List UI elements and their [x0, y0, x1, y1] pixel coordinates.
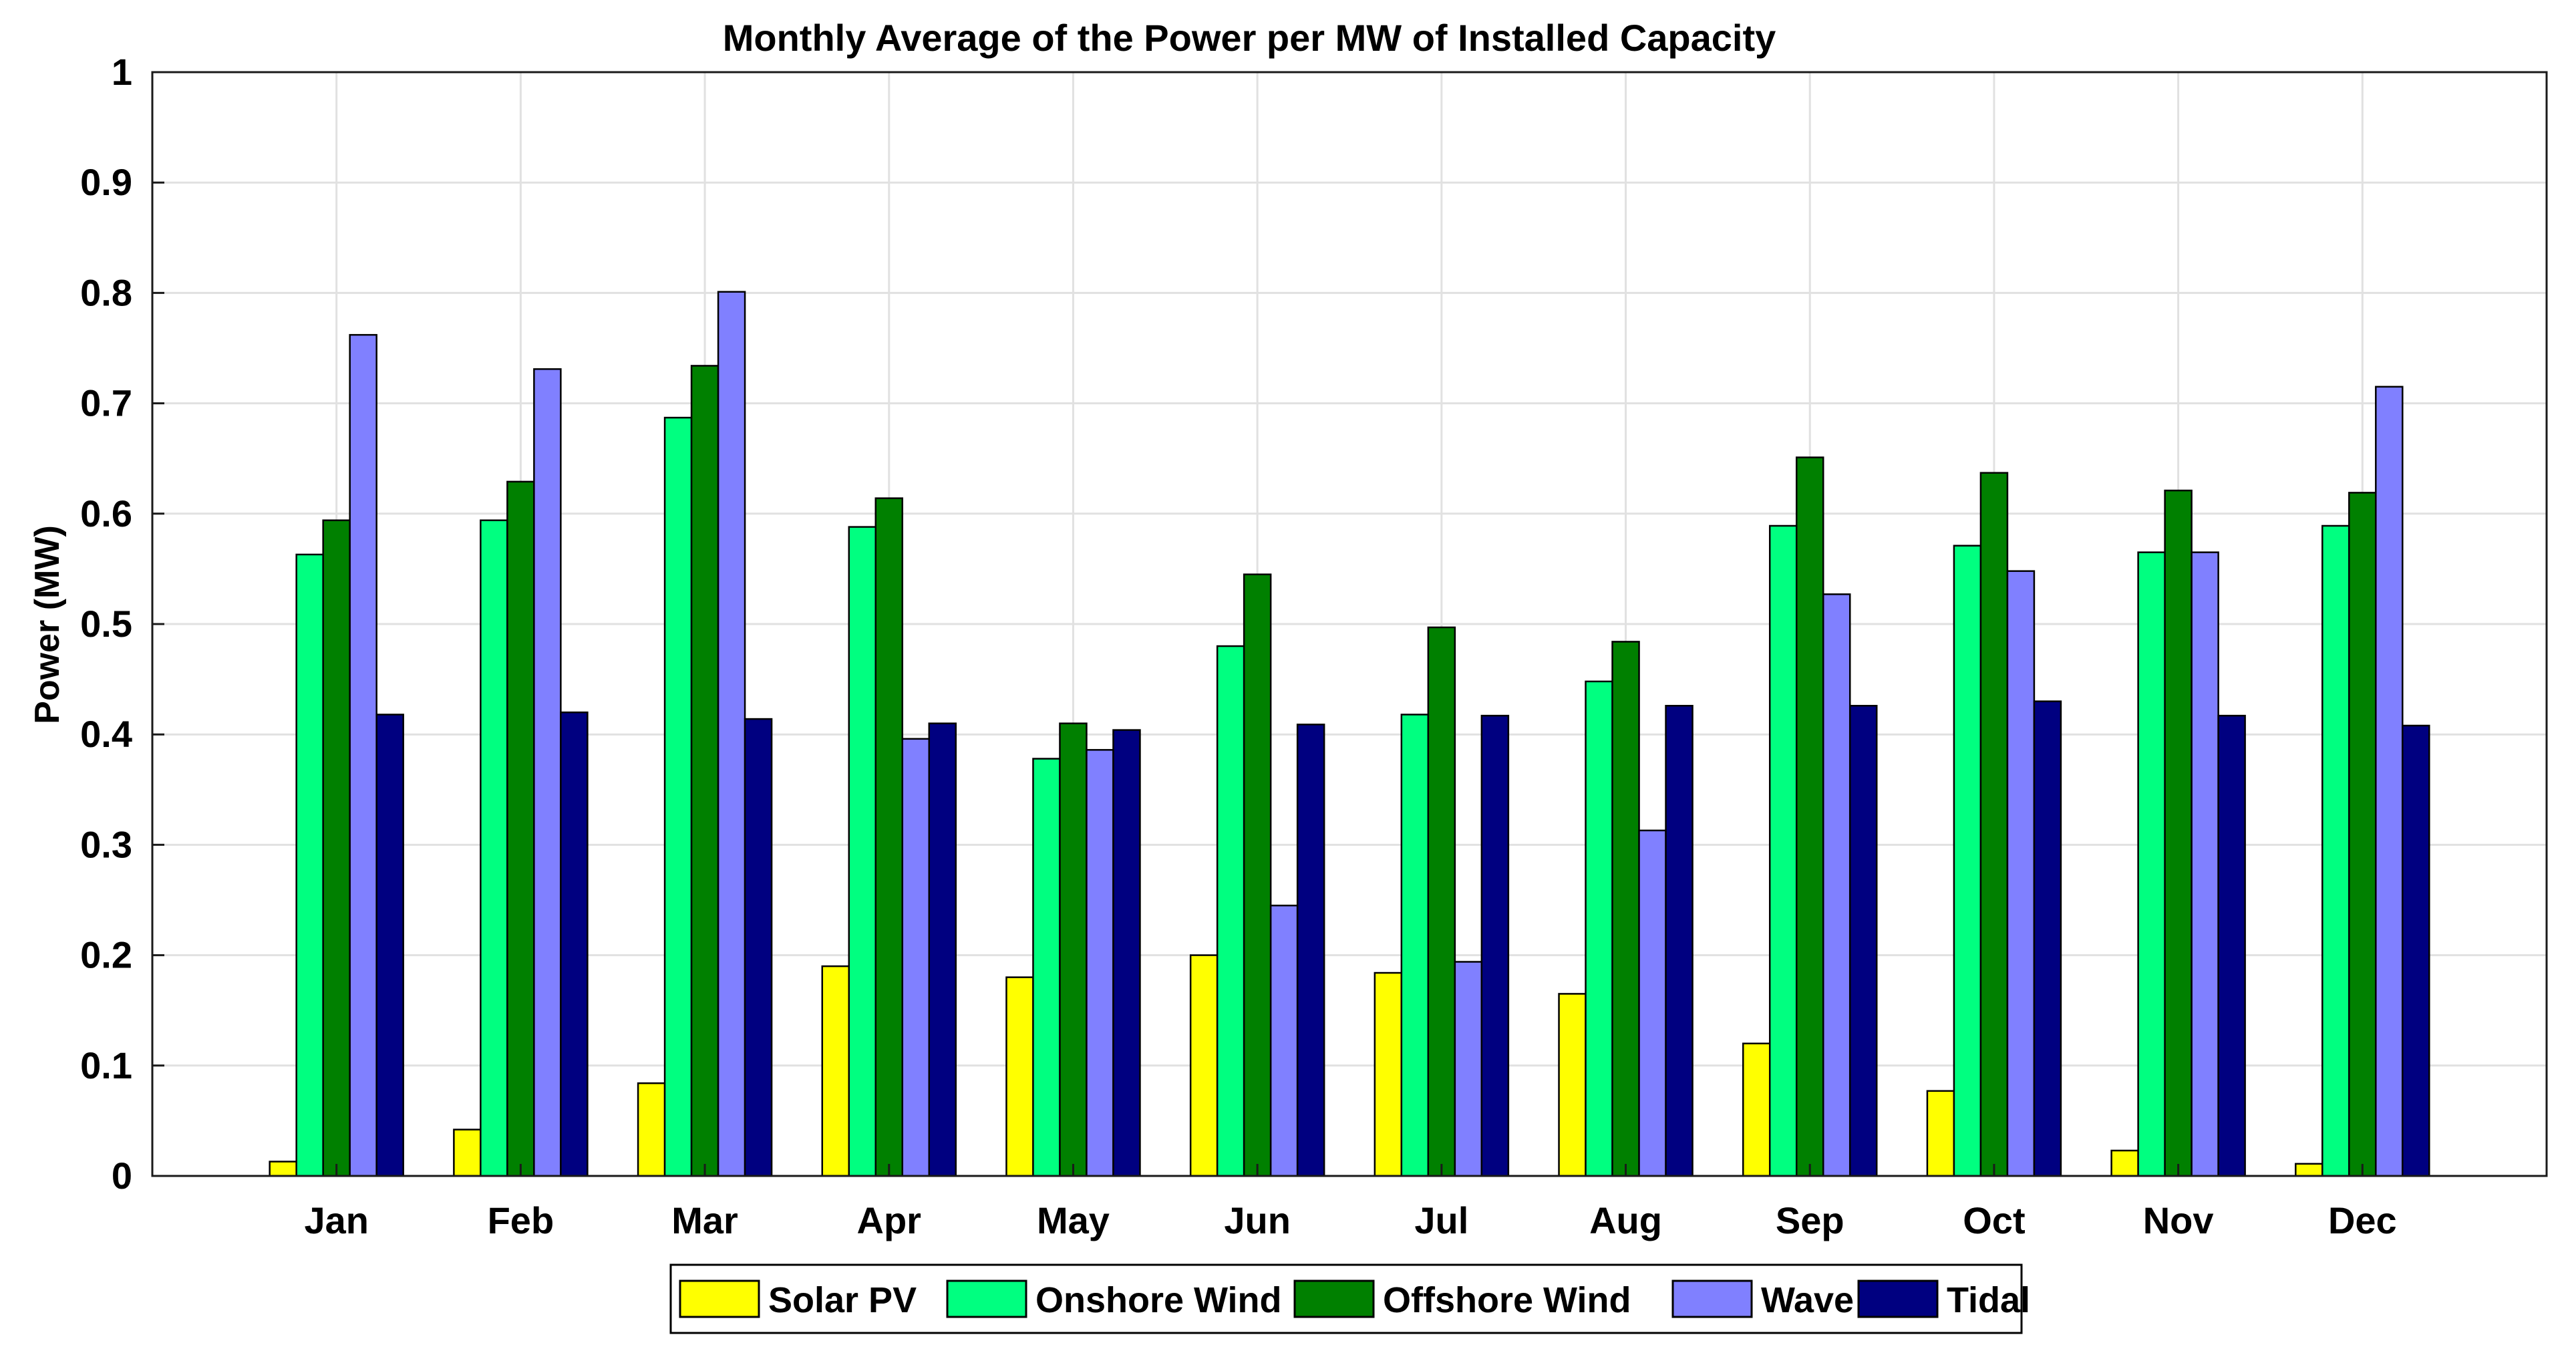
bar-onshore-wind-aug	[1585, 680, 1613, 1177]
y-axis-label: Power (MW)	[28, 525, 67, 724]
bar-tidal-jul	[1480, 714, 1510, 1177]
bar-tidal-feb	[560, 711, 589, 1177]
bar-solar-pv-nov	[2110, 1149, 2139, 1177]
bar-onshore-wind-feb	[480, 519, 508, 1177]
bar-solar-pv-feb	[453, 1128, 482, 1177]
bar-offshore-wind-oct	[1979, 472, 2009, 1177]
legend: Solar PV Onshore Wind Offshore Wind Wave Tid…	[669, 1263, 2030, 1334]
y-tick-label: 0.3	[80, 823, 132, 865]
x-tick-label: Mar	[671, 1199, 738, 1241]
axis-ticks: 0 0.1 0.2 0.3 0.4 0.5 0.6 0.7 0.8 0.9 1 Jan Feb Mar Ap…	[80, 51, 2397, 1241]
bar-onshore-wind-oct	[1953, 545, 1982, 1177]
bar-onshore-wind-sep	[1768, 524, 1798, 1177]
bar-solar-pv-jul	[1374, 971, 1403, 1177]
bars	[269, 291, 2430, 1177]
bar-tidal-apr	[928, 722, 957, 1177]
bar-wave-feb	[533, 368, 562, 1177]
legend-swatch-onshore-wind	[946, 1279, 1027, 1318]
bar-offshore-wind-mar	[690, 365, 719, 1177]
y-tick-label: 0.2	[80, 934, 132, 976]
bar-tidal-mar	[744, 718, 773, 1177]
bar-offshore-wind-apr	[874, 497, 904, 1177]
bar-solar-pv-dec	[2295, 1163, 2323, 1177]
bar-offshore-wind-may	[1059, 722, 1088, 1177]
x-tick-label: Dec	[2328, 1199, 2397, 1241]
x-tick-label: Oct	[1963, 1199, 2025, 1241]
bar-offshore-wind-jan	[322, 519, 351, 1177]
x-tick-label: Apr	[857, 1199, 921, 1241]
bar-wave-oct	[2006, 570, 2036, 1177]
bar-wave-dec	[2375, 386, 2404, 1177]
bar-onshore-wind-jul	[1400, 714, 1430, 1177]
bar-offshore-wind-aug	[1611, 641, 1640, 1177]
bar-tidal-dec	[2402, 724, 2430, 1177]
bar-wave-jul	[1454, 961, 1483, 1177]
y-tick-label: 0.4	[80, 713, 132, 755]
x-tick-label: Jun	[1224, 1199, 1291, 1241]
y-tick-label: 0	[112, 1155, 132, 1197]
x-tick-label: Jan	[304, 1199, 369, 1241]
bar-wave-jan	[349, 333, 377, 1177]
bar-solar-pv-jan	[269, 1161, 297, 1177]
bar-wave-mar	[717, 291, 746, 1177]
bar-wave-may	[1086, 749, 1114, 1177]
legend-swatch-solar-pv	[679, 1279, 760, 1318]
bar-tidal-nov	[2217, 714, 2246, 1177]
legend-swatch-wave	[1671, 1279, 1753, 1318]
bar-onshore-wind-jan	[295, 553, 324, 1177]
legend-label-solar-pv: Solar PV	[768, 1280, 917, 1320]
bar-wave-apr	[901, 738, 931, 1177]
bar-wave-aug	[1638, 829, 1667, 1177]
x-tick-label: Feb	[488, 1199, 554, 1241]
x-tick-label: Sep	[1776, 1199, 1844, 1241]
bar-onshore-wind-nov	[2137, 551, 2166, 1177]
legend-label-onshore-wind: Onshore Wind	[1035, 1280, 1282, 1320]
legend-swatch-offshore-wind	[1293, 1279, 1375, 1318]
bar-offshore-wind-nov	[2164, 489, 2193, 1177]
y-tick-label: 0.5	[80, 603, 132, 645]
y-tick-label: 0.9	[80, 161, 132, 203]
legend-label-wave: Wave	[1761, 1280, 1854, 1320]
bar-solar-pv-sep	[1742, 1042, 1771, 1177]
x-tick-label: Nov	[2143, 1199, 2214, 1241]
x-tick-label: Aug	[1589, 1199, 1662, 1241]
legend-swatch-tidal	[1857, 1279, 1939, 1318]
chart-title: Monthly Average of the Power per MW of I…	[723, 17, 1776, 59]
bar-solar-pv-jun	[1189, 954, 1219, 1177]
bar-tidal-may	[1112, 729, 1141, 1177]
y-tick-label: 0.1	[80, 1044, 132, 1086]
bar-onshore-wind-jun	[1216, 645, 1245, 1177]
bar-wave-jun	[1269, 905, 1299, 1177]
bar-solar-pv-mar	[637, 1082, 666, 1177]
bar-offshore-wind-sep	[1795, 456, 1824, 1177]
bar-solar-pv-oct	[1926, 1090, 1955, 1177]
y-tick-label: 0.8	[80, 271, 132, 313]
bar-tidal-jun	[1296, 724, 1325, 1177]
y-tick-label: 0.7	[80, 382, 132, 424]
bar-onshore-wind-mar	[663, 416, 693, 1177]
bar-onshore-wind-may	[1032, 758, 1061, 1177]
y-tick-label: 0.6	[80, 492, 132, 535]
bar-offshore-wind-dec	[2348, 492, 2377, 1177]
bar-onshore-wind-apr	[848, 526, 877, 1177]
bar-tidal-aug	[1665, 704, 1694, 1177]
bar-offshore-wind-feb	[506, 480, 535, 1177]
bar-solar-pv-aug	[1558, 993, 1587, 1177]
legend-label-tidal: Tidal	[1947, 1280, 2030, 1320]
bar-tidal-sep	[1848, 704, 1878, 1177]
x-tick-label: May	[1037, 1199, 1110, 1241]
y-tick-label: 1	[112, 51, 132, 93]
bar-solar-pv-apr	[821, 965, 850, 1177]
bar-offshore-wind-jul	[1427, 626, 1456, 1177]
legend-label-offshore-wind: Offshore Wind	[1383, 1280, 1631, 1320]
bar-onshore-wind-dec	[2321, 524, 2350, 1177]
bar-solar-pv-may	[1005, 976, 1034, 1177]
bar-wave-sep	[1822, 593, 1851, 1177]
bar-tidal-oct	[2033, 700, 2062, 1177]
bar-offshore-wind-jun	[1243, 573, 1272, 1177]
bar-wave-nov	[2191, 551, 2219, 1177]
x-tick-label: Jul	[1414, 1199, 1468, 1241]
bar-tidal-jan	[375, 714, 404, 1177]
